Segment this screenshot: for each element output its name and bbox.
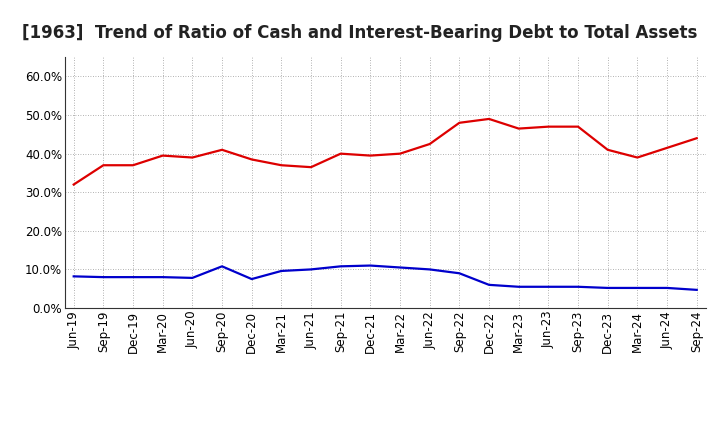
Interest-Bearing Debt [69, 274, 78, 279]
Cash [336, 151, 345, 156]
Cash [514, 126, 523, 131]
Cash [455, 120, 464, 125]
Interest-Bearing Debt [129, 275, 138, 280]
Interest-Bearing Debt [188, 275, 197, 281]
Interest-Bearing Debt [485, 282, 493, 287]
Interest-Bearing Debt [307, 267, 315, 272]
Cash [396, 151, 405, 156]
Cash [366, 153, 374, 158]
Interest-Bearing Debt [603, 285, 612, 290]
Interest-Bearing Debt [426, 267, 434, 272]
Line: Cash: Cash [73, 119, 697, 184]
Interest-Bearing Debt [544, 284, 553, 290]
Line: Interest-Bearing Debt: Interest-Bearing Debt [73, 266, 697, 290]
Interest-Bearing Debt [455, 271, 464, 276]
Cash [129, 163, 138, 168]
Cash [99, 163, 108, 168]
Interest-Bearing Debt [574, 284, 582, 290]
Cash [633, 155, 642, 160]
Interest-Bearing Debt [158, 275, 167, 280]
Cash [277, 163, 286, 168]
Interest-Bearing Debt [99, 275, 108, 280]
Cash [69, 182, 78, 187]
Cash [662, 145, 671, 150]
Cash [248, 157, 256, 162]
Cash [574, 124, 582, 129]
Interest-Bearing Debt [277, 268, 286, 274]
Cash [485, 116, 493, 121]
Cash [188, 155, 197, 160]
Text: [1963]  Trend of Ratio of Cash and Interest-Bearing Debt to Total Assets: [1963] Trend of Ratio of Cash and Intere… [22, 24, 698, 42]
Interest-Bearing Debt [514, 284, 523, 290]
Interest-Bearing Debt [336, 264, 345, 269]
Interest-Bearing Debt [396, 265, 405, 270]
Cash [603, 147, 612, 152]
Cash [158, 153, 167, 158]
Interest-Bearing Debt [662, 285, 671, 290]
Cash [426, 141, 434, 147]
Cash [544, 124, 553, 129]
Interest-Bearing Debt [217, 264, 226, 269]
Interest-Bearing Debt [248, 276, 256, 282]
Interest-Bearing Debt [633, 285, 642, 290]
Interest-Bearing Debt [693, 287, 701, 293]
Cash [217, 147, 226, 152]
Interest-Bearing Debt [366, 263, 374, 268]
Cash [693, 136, 701, 141]
Cash [307, 165, 315, 170]
